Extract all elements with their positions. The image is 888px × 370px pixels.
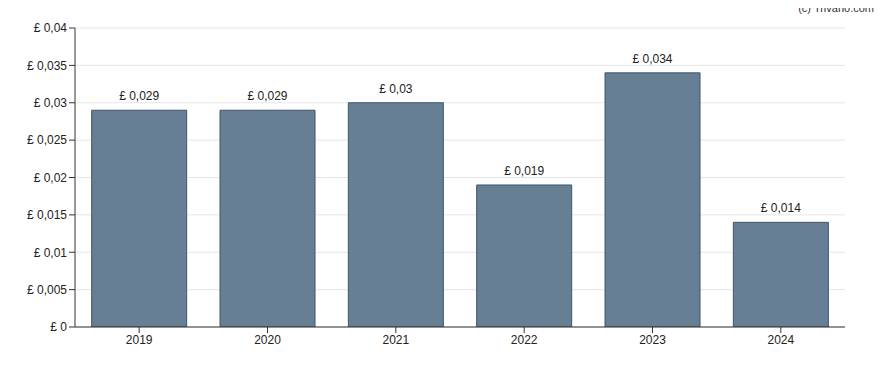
- svg-text:£ 0,025: £ 0,025: [27, 133, 67, 147]
- svg-text:2021: 2021: [382, 333, 409, 347]
- svg-text:2020: 2020: [254, 333, 281, 347]
- svg-text:£ 0,014: £ 0,014: [761, 201, 801, 215]
- svg-text:£ 0,04: £ 0,04: [34, 21, 68, 35]
- svg-text:£ 0,029: £ 0,029: [247, 89, 287, 103]
- svg-text:£ 0,02: £ 0,02: [34, 171, 68, 185]
- svg-text:£ 0,03: £ 0,03: [379, 82, 413, 96]
- html-text:(c) Trivano.com: (c) Trivano.com: [798, 2, 874, 14]
- svg-text:2022: 2022: [511, 333, 538, 347]
- svg-text:£ 0,005: £ 0,005: [27, 283, 67, 297]
- svg-text:£ 0,029: £ 0,029: [119, 89, 159, 103]
- svg-text:2019: 2019: [126, 333, 153, 347]
- svg-text:2024: 2024: [767, 333, 794, 347]
- svg-text:£ 0: £ 0: [50, 320, 67, 334]
- svg-text:2023: 2023: [639, 333, 666, 347]
- svg-text:£ 0,019: £ 0,019: [504, 164, 544, 178]
- svg-text:£ 0,035: £ 0,035: [27, 59, 67, 73]
- svg-text:£ 0,015: £ 0,015: [27, 208, 67, 222]
- svg-text:£ 0,03: £ 0,03: [34, 96, 68, 110]
- svg-text:£ 0,01: £ 0,01: [34, 246, 68, 260]
- svg-text:£ 0,034: £ 0,034: [632, 52, 672, 66]
